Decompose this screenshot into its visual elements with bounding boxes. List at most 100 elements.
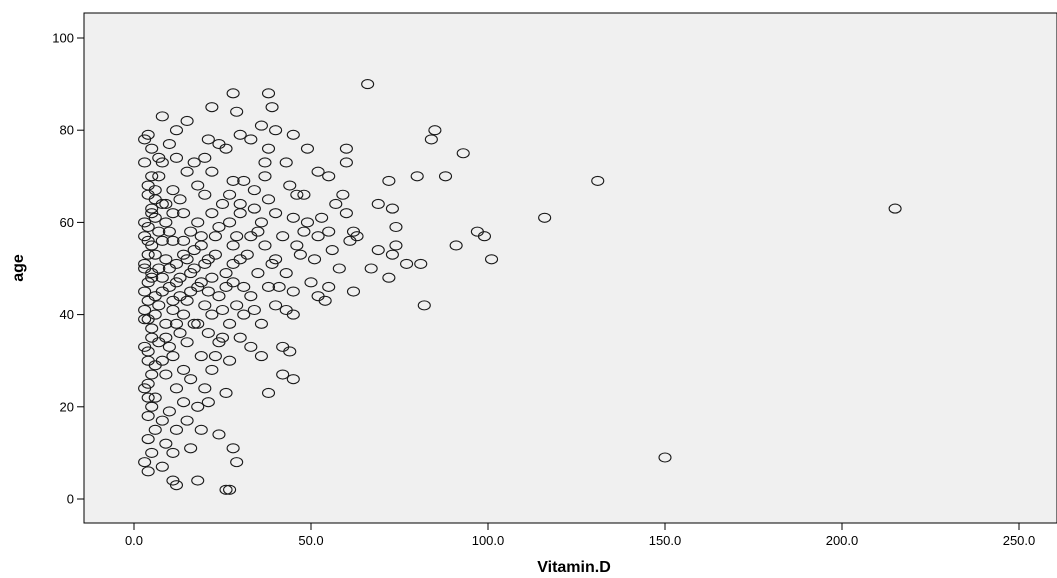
data-point: [177, 397, 191, 408]
data-point: [269, 300, 283, 311]
data-point: [484, 254, 499, 265]
data-point: [389, 240, 403, 251]
data-point: [261, 88, 276, 99]
data-point: [591, 175, 605, 186]
y-axis-title: age: [10, 254, 27, 282]
data-point: [194, 424, 208, 435]
data-point: [538, 212, 552, 223]
data-point: [141, 392, 155, 403]
data-point: [141, 355, 155, 366]
data-point: [269, 208, 283, 219]
data-point: [198, 300, 212, 311]
data-point: [159, 438, 173, 449]
data-point: [155, 111, 169, 122]
data-point: [658, 452, 672, 463]
data-point: [258, 157, 272, 168]
data-point: [145, 171, 159, 182]
data-point: [184, 226, 198, 237]
data-point: [141, 466, 155, 477]
data-point: [162, 406, 176, 417]
data-point: [145, 401, 159, 412]
data-point: [254, 217, 268, 228]
data-point: [138, 304, 152, 316]
data-point: [166, 208, 180, 219]
data-point: [371, 245, 385, 256]
data-point: [230, 300, 244, 311]
data-point: [162, 341, 176, 352]
data-point: [382, 272, 396, 283]
data-point: [141, 277, 155, 288]
data-point: [329, 198, 343, 210]
data-point: [148, 249, 162, 260]
data-point: [159, 217, 173, 228]
data-point: [297, 189, 311, 200]
data-point: [187, 157, 201, 168]
data-point: [138, 231, 152, 242]
data-point: [258, 240, 272, 251]
data-point: [254, 351, 268, 362]
data-point: [293, 249, 307, 260]
data-point: [201, 327, 215, 339]
data-point: [247, 304, 261, 316]
data-point: [438, 171, 453, 182]
data-point: [339, 143, 353, 154]
data-point: [318, 295, 332, 306]
data-point: [286, 309, 300, 320]
data-point: [145, 447, 159, 458]
data-point: [159, 254, 173, 265]
data-point: [205, 166, 219, 177]
data-point: [141, 410, 155, 422]
data-point: [346, 286, 361, 297]
data-point: [385, 203, 399, 214]
y-tick-label: 80: [60, 123, 74, 138]
data-point: [244, 291, 258, 302]
data-point: [138, 134, 152, 145]
data-point: [339, 208, 353, 219]
data-point: [177, 364, 191, 375]
data-point: [194, 351, 208, 362]
data-point: [184, 443, 198, 454]
plot-area: [83, 12, 1057, 524]
data-point: [162, 226, 176, 237]
data-point: [343, 235, 357, 246]
y-tick-label: 100: [52, 31, 74, 46]
data-point: [177, 208, 191, 219]
data-point: [223, 484, 237, 495]
data-point: [888, 203, 902, 214]
data-point: [371, 198, 385, 210]
data-point: [155, 235, 169, 246]
data-point: [290, 189, 304, 200]
data-point: [265, 102, 279, 113]
x-tick-label: 250.0: [1003, 533, 1036, 548]
data-point: [184, 268, 198, 279]
data-point: [410, 171, 424, 182]
data-point: [325, 245, 339, 256]
data-point: [201, 397, 215, 408]
data-point: [180, 337, 194, 348]
data-point: [286, 212, 300, 223]
data-point: [389, 221, 403, 233]
data-point: [215, 198, 230, 210]
data-point: [169, 318, 184, 329]
data-point: [173, 194, 187, 205]
data-point: [226, 88, 240, 99]
data-point: [219, 387, 233, 399]
x-tick-label: 100.0: [472, 533, 505, 548]
data-point: [173, 327, 187, 339]
data-point: [449, 240, 463, 251]
data-point: [219, 484, 233, 495]
data-point: [159, 318, 173, 329]
data-point: [152, 226, 166, 237]
data-point: [159, 332, 173, 343]
data-point: [424, 134, 438, 145]
data-point: [152, 171, 166, 182]
data-point: [219, 268, 233, 279]
data-point: [148, 424, 162, 435]
data-point: [223, 318, 237, 329]
data-point: [240, 249, 254, 260]
data-point: [145, 203, 159, 214]
y-tick-label: 40: [60, 307, 74, 322]
x-tick-label: 150.0: [649, 533, 682, 548]
data-point: [169, 258, 184, 269]
data-point: [198, 383, 212, 394]
